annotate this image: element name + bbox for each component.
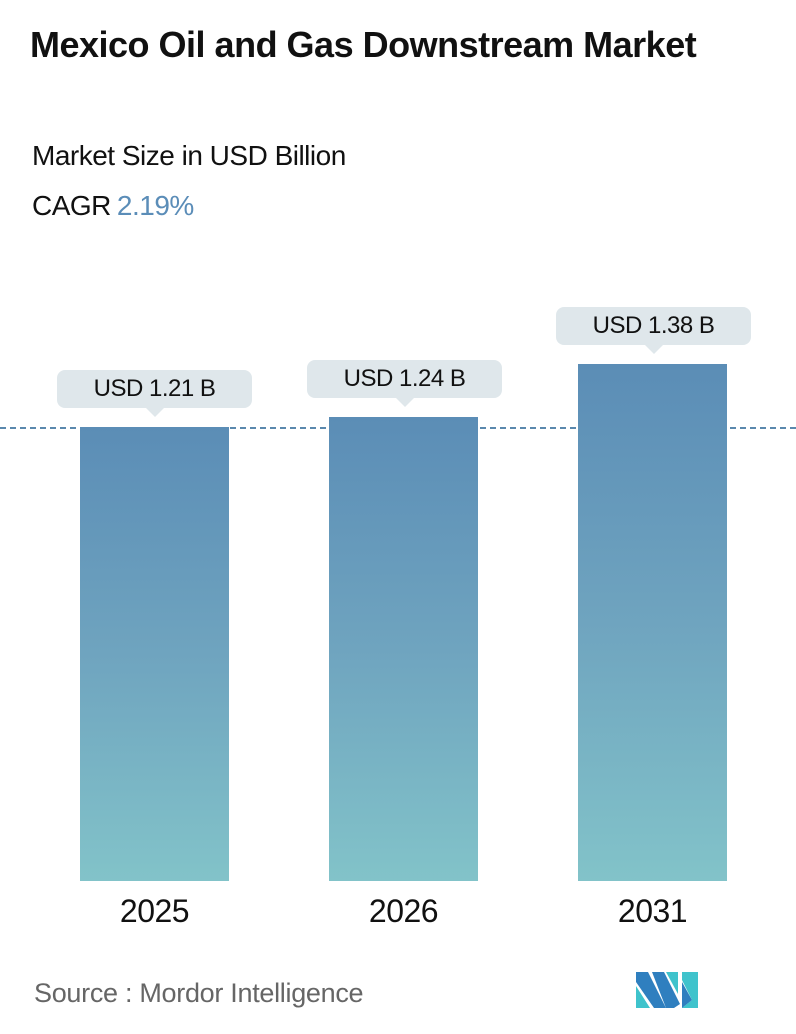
cagr: CAGR 2.19% xyxy=(32,190,194,222)
mordor-intelligence-logo-icon xyxy=(636,972,698,1008)
x-label-2025: 2025 xyxy=(119,893,190,929)
bar-2025 xyxy=(80,427,229,881)
source-text: Source : Mordor Intelligence xyxy=(34,978,364,1008)
cagr-value: 2.19% xyxy=(116,190,194,221)
data-label-2025: USD 1.21 B xyxy=(57,370,252,417)
data-label-2031: USD 1.38 B xyxy=(556,307,751,354)
bar-2026 xyxy=(329,417,478,881)
cagr-label: CAGR xyxy=(32,190,111,221)
data-label-2026: USD 1.24 B xyxy=(307,360,502,407)
chart-title: Mexico Oil and Gas Downstream Market xyxy=(30,24,697,65)
x-label-2031: 2031 xyxy=(617,893,688,929)
bar-2031 xyxy=(578,364,727,881)
chart-subtitle: Market Size in USD Billion xyxy=(32,140,346,171)
x-label-2026: 2026 xyxy=(368,893,439,929)
